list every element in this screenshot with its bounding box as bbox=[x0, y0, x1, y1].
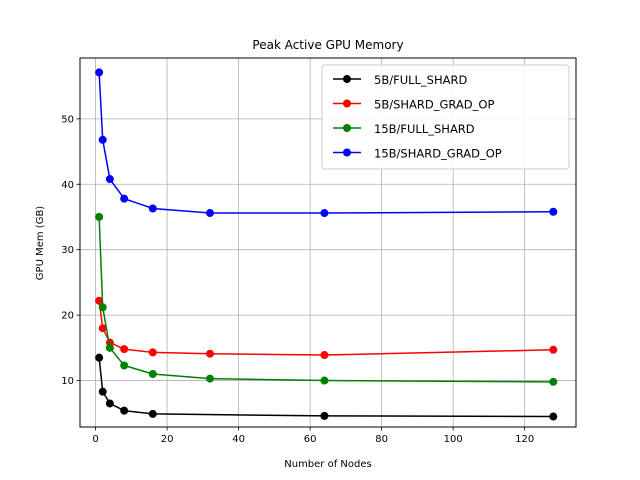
plot-frame bbox=[79, 57, 577, 428]
data-point bbox=[105, 343, 114, 352]
data-point bbox=[549, 207, 558, 216]
legend-item: 5B/FULL_SHARD bbox=[333, 73, 467, 87]
legend-marker bbox=[343, 75, 351, 83]
series-line bbox=[98, 216, 554, 383]
data-point bbox=[98, 303, 107, 312]
data-point bbox=[120, 361, 129, 370]
y-axis-ticks: 10 20 30 40 50 bbox=[61, 114, 80, 387]
data-point bbox=[105, 175, 114, 184]
legend-box bbox=[321, 64, 570, 170]
data-point bbox=[320, 411, 329, 420]
data-point bbox=[105, 399, 114, 408]
x-tick-label: 20 bbox=[161, 434, 174, 445]
data-point bbox=[148, 409, 157, 418]
data-point bbox=[98, 387, 107, 396]
x-tick-label: 60 bbox=[304, 434, 317, 445]
data-point bbox=[95, 68, 104, 77]
series-15b-shard-grad-op bbox=[95, 68, 558, 218]
x-tick-label: 40 bbox=[232, 434, 245, 445]
data-point bbox=[549, 412, 558, 421]
legend-marker bbox=[343, 99, 351, 108]
y-tick-label: 50 bbox=[61, 114, 74, 125]
data-point bbox=[148, 204, 157, 213]
chart-title: Peak Active GPU Memory bbox=[252, 38, 403, 52]
data-point bbox=[95, 212, 104, 221]
legend-marker bbox=[343, 148, 351, 157]
x-tick-label: 80 bbox=[375, 434, 388, 445]
data-point bbox=[549, 345, 558, 354]
y-tick-label: 20 bbox=[61, 311, 74, 322]
y-tick-label: 10 bbox=[61, 376, 74, 387]
data-point bbox=[95, 353, 104, 362]
legend-label: 15B/FULL_SHARD bbox=[374, 122, 475, 136]
data-point bbox=[120, 406, 129, 415]
data-point bbox=[148, 348, 157, 357]
x-axis-ticks: 0 20 40 60 80 100 120 bbox=[92, 427, 534, 445]
series-layer bbox=[95, 68, 558, 421]
y-tick-label: 30 bbox=[61, 245, 74, 256]
legend-label: 5B/FULL_SHARD bbox=[374, 73, 467, 87]
y-tick-label: 40 bbox=[61, 180, 74, 191]
data-point bbox=[205, 209, 214, 218]
data-point bbox=[120, 345, 129, 354]
legend: 5B/FULL_SHARD 5B/SHARD_GRAD_OP 15B/FULL_SH… bbox=[321, 64, 570, 170]
x-tick-label: 120 bbox=[515, 434, 534, 445]
legend-marker bbox=[343, 124, 351, 132]
data-point bbox=[205, 374, 214, 383]
data-point bbox=[320, 209, 329, 218]
data-point bbox=[205, 349, 214, 358]
y-axis-label: GPU Mem (GB) bbox=[35, 206, 46, 280]
data-point bbox=[320, 351, 329, 360]
data-point bbox=[148, 370, 157, 379]
data-point bbox=[120, 194, 129, 203]
legend-item: 5B/SHARD_GRAD_OP bbox=[333, 98, 494, 112]
data-point bbox=[95, 296, 104, 305]
x-axis-label: Number of Nodes bbox=[284, 459, 371, 470]
data-point bbox=[549, 377, 558, 386]
x-tick-label: 100 bbox=[444, 434, 463, 445]
series-5b-full-shard bbox=[95, 353, 558, 421]
data-point bbox=[98, 324, 107, 333]
x-tick-label: 0 bbox=[92, 434, 98, 445]
data-point bbox=[320, 376, 329, 385]
legend-label: 15B/SHARD_GRAD_OP bbox=[374, 147, 502, 161]
legend-item: 15B/SHARD_GRAD_OP bbox=[333, 147, 502, 161]
data-point bbox=[98, 135, 107, 144]
legend-item: 15B/FULL_SHARD bbox=[333, 122, 475, 136]
series-line bbox=[98, 72, 554, 214]
series-15b-full-shard bbox=[95, 212, 558, 386]
legend-label: 5B/SHARD_GRAD_OP bbox=[374, 98, 494, 112]
series-5b-shard-grad-op bbox=[95, 296, 558, 360]
